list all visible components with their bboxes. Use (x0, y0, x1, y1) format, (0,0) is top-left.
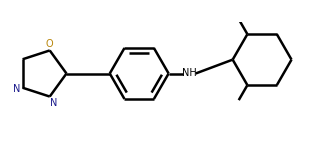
Text: N: N (13, 85, 20, 95)
Text: N: N (49, 98, 57, 108)
Text: NH: NH (182, 69, 197, 78)
Text: O: O (46, 39, 54, 49)
